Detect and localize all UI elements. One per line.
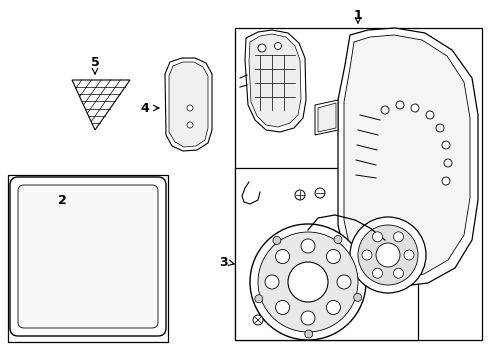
- Circle shape: [333, 235, 341, 243]
- Text: 1: 1: [353, 9, 362, 22]
- Circle shape: [425, 111, 433, 119]
- Circle shape: [264, 275, 279, 289]
- Polygon shape: [343, 35, 469, 278]
- Text: 4: 4: [141, 102, 149, 114]
- Circle shape: [403, 250, 413, 260]
- Circle shape: [380, 106, 388, 114]
- Circle shape: [372, 268, 382, 278]
- Circle shape: [336, 275, 350, 289]
- Circle shape: [258, 44, 265, 52]
- Circle shape: [274, 42, 281, 50]
- Circle shape: [275, 249, 289, 264]
- Circle shape: [304, 330, 312, 338]
- Polygon shape: [248, 34, 301, 127]
- Bar: [235, 28, 481, 340]
- Polygon shape: [164, 58, 212, 151]
- Circle shape: [301, 311, 314, 325]
- Circle shape: [301, 239, 314, 253]
- Circle shape: [395, 101, 403, 109]
- Circle shape: [353, 293, 361, 301]
- Circle shape: [314, 188, 325, 198]
- Circle shape: [361, 250, 371, 260]
- Polygon shape: [169, 62, 207, 147]
- Circle shape: [186, 122, 193, 128]
- Circle shape: [441, 177, 449, 185]
- Text: 5: 5: [90, 55, 99, 68]
- Text: 2: 2: [58, 194, 66, 207]
- Circle shape: [375, 243, 399, 267]
- Circle shape: [287, 262, 327, 302]
- Circle shape: [258, 232, 357, 332]
- Polygon shape: [337, 28, 477, 287]
- Bar: [235, 168, 417, 340]
- Circle shape: [393, 232, 403, 242]
- Circle shape: [435, 124, 443, 132]
- Circle shape: [186, 105, 193, 111]
- Polygon shape: [317, 103, 335, 132]
- Circle shape: [275, 301, 289, 314]
- Circle shape: [272, 237, 280, 244]
- Circle shape: [393, 268, 403, 278]
- Circle shape: [443, 159, 451, 167]
- Bar: [8, 175, 168, 342]
- Circle shape: [372, 232, 382, 242]
- Circle shape: [254, 295, 262, 303]
- Circle shape: [294, 190, 305, 200]
- Circle shape: [349, 217, 425, 293]
- Circle shape: [326, 301, 340, 314]
- Text: 3: 3: [218, 256, 227, 269]
- Circle shape: [326, 249, 340, 264]
- Circle shape: [410, 104, 418, 112]
- Polygon shape: [314, 100, 337, 135]
- Polygon shape: [244, 30, 305, 132]
- Circle shape: [249, 224, 365, 340]
- Polygon shape: [72, 80, 130, 130]
- Circle shape: [357, 225, 417, 285]
- Circle shape: [441, 141, 449, 149]
- FancyBboxPatch shape: [10, 177, 165, 336]
- Circle shape: [252, 315, 263, 325]
- FancyBboxPatch shape: [18, 185, 158, 328]
